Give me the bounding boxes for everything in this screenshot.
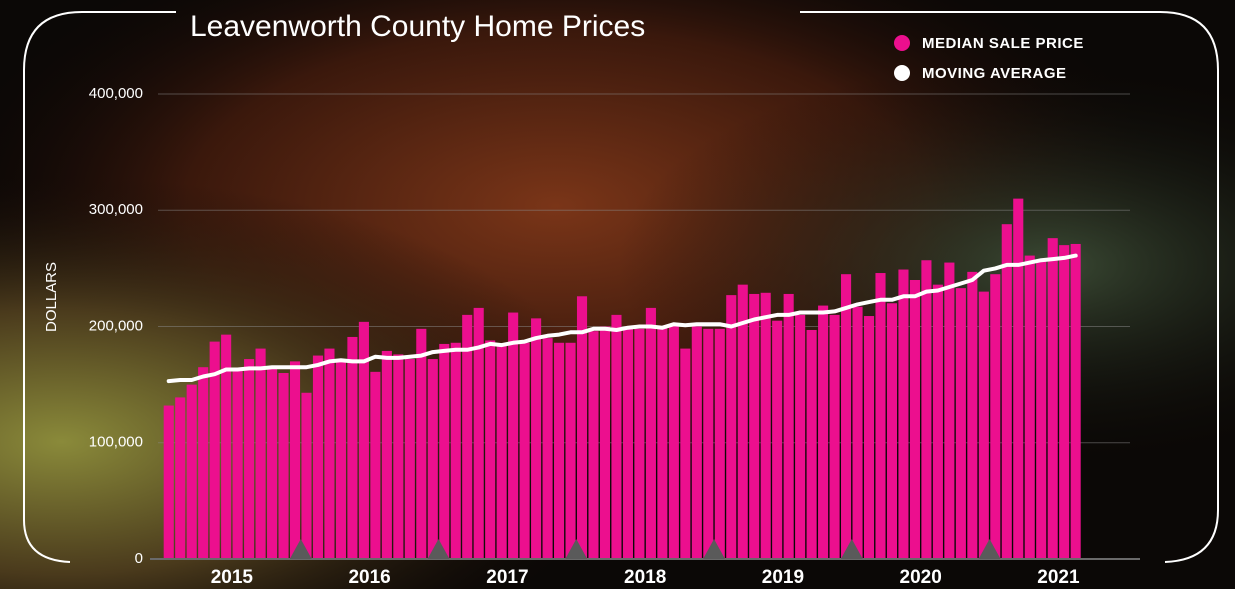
bar bbox=[187, 385, 197, 559]
bar bbox=[726, 295, 736, 559]
y-tick-label: 100,000 bbox=[89, 434, 143, 451]
bar bbox=[841, 274, 851, 559]
bar bbox=[657, 328, 667, 559]
x-tick-label: 2018 bbox=[624, 567, 666, 588]
bar bbox=[393, 354, 403, 559]
bar bbox=[715, 329, 725, 559]
bar bbox=[1013, 199, 1023, 559]
legend-marker bbox=[894, 35, 910, 51]
bar bbox=[669, 325, 679, 559]
bar bbox=[979, 292, 989, 559]
bar bbox=[301, 393, 311, 559]
bar bbox=[761, 293, 771, 559]
bar bbox=[164, 406, 174, 559]
bar bbox=[497, 345, 507, 559]
bar bbox=[175, 397, 185, 559]
bar bbox=[703, 329, 713, 559]
x-tick-label: 2021 bbox=[1037, 567, 1080, 588]
x-tick-label: 2017 bbox=[486, 567, 528, 588]
bar bbox=[852, 307, 862, 559]
bar bbox=[382, 351, 392, 559]
chart-title: Leavenworth County Home Prices bbox=[190, 10, 645, 43]
bar bbox=[1048, 238, 1058, 559]
bar bbox=[543, 338, 553, 559]
bar bbox=[818, 306, 828, 559]
bar bbox=[198, 367, 208, 559]
x-tick-label: 2019 bbox=[762, 567, 804, 588]
bar bbox=[1071, 244, 1081, 559]
bar bbox=[933, 285, 943, 559]
bar bbox=[336, 359, 346, 559]
bar bbox=[921, 260, 931, 559]
bar bbox=[416, 329, 426, 559]
legend-label: MOVING AVERAGE bbox=[922, 65, 1067, 82]
bar bbox=[278, 373, 288, 559]
bar bbox=[359, 322, 369, 559]
bar bbox=[944, 263, 954, 559]
bar bbox=[600, 327, 610, 560]
bar bbox=[554, 343, 564, 559]
bar bbox=[807, 330, 817, 559]
bar bbox=[565, 343, 575, 559]
legend-label: MEDIAN SALE PRICE bbox=[922, 35, 1084, 52]
bar bbox=[910, 280, 920, 559]
x-tick-label: 2015 bbox=[211, 567, 254, 588]
bar bbox=[256, 349, 266, 559]
bar bbox=[967, 272, 977, 559]
bar bbox=[324, 349, 334, 559]
bar bbox=[577, 296, 587, 559]
bar bbox=[864, 316, 874, 559]
y-tick-label: 0 bbox=[135, 550, 143, 567]
legend-marker bbox=[894, 65, 910, 81]
x-tick-label: 2020 bbox=[900, 567, 942, 588]
x-tick-label: 2016 bbox=[348, 567, 390, 588]
bar bbox=[623, 329, 633, 559]
bar bbox=[795, 315, 805, 559]
bar bbox=[1059, 245, 1069, 559]
y-tick-label: 300,000 bbox=[89, 201, 143, 218]
y-tick-label: 400,000 bbox=[89, 85, 143, 102]
bar bbox=[347, 337, 357, 559]
bar bbox=[634, 329, 644, 559]
bar bbox=[646, 308, 656, 559]
bar bbox=[531, 318, 541, 559]
bar bbox=[772, 321, 782, 559]
bar bbox=[692, 327, 702, 560]
bar bbox=[439, 344, 449, 559]
bar bbox=[428, 359, 438, 559]
y-axis-label: DOLLARS bbox=[43, 262, 60, 332]
bar bbox=[508, 313, 518, 559]
bar bbox=[267, 367, 277, 559]
bar bbox=[405, 359, 415, 559]
bar bbox=[680, 349, 690, 559]
bar bbox=[887, 303, 897, 559]
bar bbox=[313, 356, 323, 559]
bar bbox=[875, 273, 885, 559]
bar bbox=[520, 343, 530, 559]
bar bbox=[485, 340, 495, 559]
bar bbox=[588, 331, 598, 559]
bar bbox=[784, 294, 794, 559]
bar bbox=[990, 274, 1000, 559]
bar bbox=[611, 315, 621, 559]
bar bbox=[451, 343, 461, 559]
bar bbox=[1002, 224, 1012, 559]
y-tick-label: 200,000 bbox=[89, 317, 143, 334]
bar bbox=[244, 359, 254, 559]
bar bbox=[956, 288, 966, 559]
bar bbox=[233, 370, 243, 559]
chart: Leavenworth County Home Prices DOLLARS 0… bbox=[0, 0, 1235, 589]
bar bbox=[1036, 260, 1046, 559]
bar bbox=[898, 270, 908, 559]
bar bbox=[370, 372, 380, 559]
bar bbox=[1025, 256, 1035, 559]
bar bbox=[830, 315, 840, 559]
bar bbox=[290, 361, 300, 559]
bar bbox=[749, 294, 759, 559]
